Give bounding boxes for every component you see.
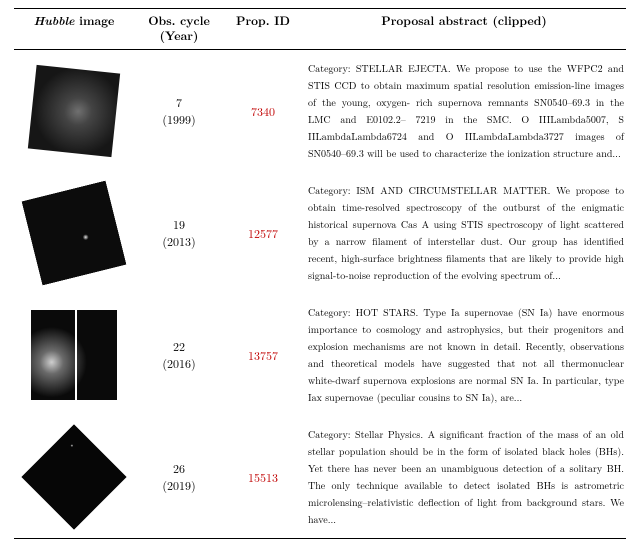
table-header: Hubble image Obs. cycle (Year) Prop. ID … bbox=[14, 9, 626, 50]
cycle-year: (1999) bbox=[140, 111, 218, 128]
cell-abstract: Category: ISM AND CIRCUMSTELLAR MATTER. … bbox=[302, 172, 626, 294]
cell-image bbox=[14, 172, 134, 294]
cycle-year: (2016) bbox=[140, 355, 218, 372]
cycle-number: 19 bbox=[173, 216, 185, 233]
cell-abstract: Category: STELLAR EJECTA. We propose to … bbox=[302, 50, 626, 173]
cell-image bbox=[14, 50, 134, 173]
cell-propid: 7340 bbox=[224, 50, 302, 173]
prop-id-link[interactable]: 15513 bbox=[248, 469, 278, 486]
col-header-cycle: Obs. cycle (Year) bbox=[134, 9, 224, 50]
table-row: 19 (2013) 12577 Category: ISM AND CIRCUM… bbox=[14, 172, 626, 294]
col-header-abstract: Proposal abstract (clipped) bbox=[302, 9, 626, 50]
prop-id-link[interactable]: 12577 bbox=[248, 225, 278, 242]
prop-id-link[interactable]: 7340 bbox=[251, 103, 275, 120]
col-header-image-rest: image bbox=[75, 11, 115, 29]
col-header-image: Hubble image bbox=[14, 9, 134, 50]
cell-cycle: 19 (2013) bbox=[134, 172, 224, 294]
cycle-year: (2013) bbox=[140, 233, 218, 250]
hubble-thumbnail bbox=[22, 181, 126, 285]
col-header-cycle-line2: (Year) bbox=[138, 28, 220, 43]
cycle-number: 26 bbox=[173, 460, 185, 477]
cell-abstract: Category: Stellar Physics. A significant… bbox=[302, 416, 626, 539]
cell-propid: 15513 bbox=[224, 416, 302, 539]
cell-image bbox=[14, 416, 134, 539]
observations-table: Hubble image Obs. cycle (Year) Prop. ID … bbox=[14, 8, 626, 539]
cell-cycle: 7 (1999) bbox=[134, 50, 224, 173]
table-row: 22 (2016) 13757 Category: HOT STARS. Typ… bbox=[14, 294, 626, 416]
hubble-thumbnail bbox=[28, 65, 120, 157]
hubble-thumbnail bbox=[31, 310, 117, 400]
col-header-propid: Prop. ID bbox=[224, 9, 302, 50]
cycle-number: 22 bbox=[173, 338, 185, 355]
table-row: 7 (1999) 7340 Category: STELLAR EJECTA. … bbox=[14, 50, 626, 173]
cell-image bbox=[14, 294, 134, 416]
cell-cycle: 22 (2016) bbox=[134, 294, 224, 416]
prop-id-link[interactable]: 13757 bbox=[248, 347, 278, 364]
table-row: 26 (2019) 15513 Category: Stellar Physic… bbox=[14, 416, 626, 539]
cell-propid: 13757 bbox=[224, 294, 302, 416]
hubble-thumbnail bbox=[22, 425, 127, 530]
cycle-year: (2019) bbox=[140, 477, 218, 494]
cell-abstract: Category: HOT STARS. Type Ia supernovae … bbox=[302, 294, 626, 416]
col-header-image-italic: Hubble bbox=[34, 11, 75, 29]
cell-propid: 12577 bbox=[224, 172, 302, 294]
cell-cycle: 26 (2019) bbox=[134, 416, 224, 539]
cycle-number: 7 bbox=[176, 94, 182, 111]
